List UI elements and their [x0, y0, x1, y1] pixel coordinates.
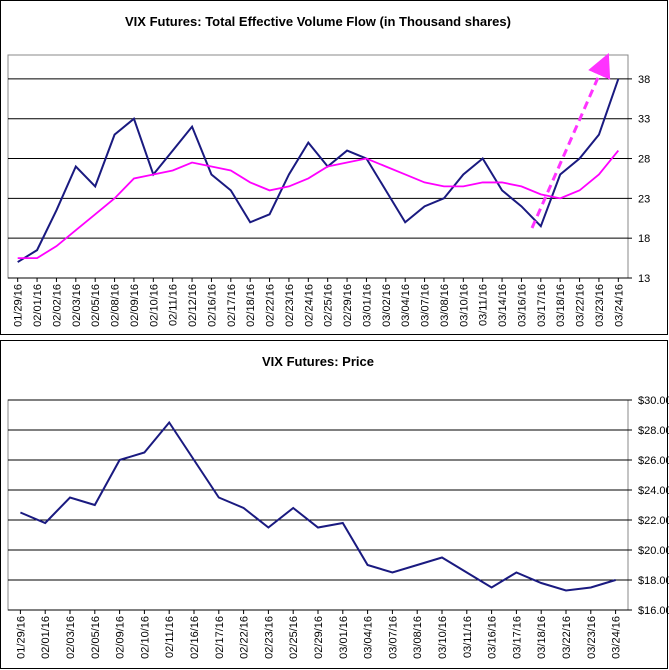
x-tick-label: 03/17/16 [511, 616, 523, 659]
x-tick-label: 03/22/16 [561, 616, 573, 659]
x-tick-label: 02/10/16 [148, 284, 160, 327]
x-tick-label: 01/29/16 [13, 284, 25, 327]
y-tick-label: 13 [638, 273, 650, 285]
x-tick-label: 03/16/16 [487, 616, 499, 659]
x-tick-label: 03/23/16 [586, 616, 598, 659]
x-tick-label: 02/17/16 [226, 284, 238, 327]
x-tick-label: 03/18/16 [555, 284, 567, 327]
data-line [17, 78, 620, 263]
y-tick-label: $28.00 [638, 425, 669, 437]
y-tick-label: 33 [638, 114, 650, 126]
y-tick-label: $16.00 [638, 605, 669, 617]
x-tick-label: 02/29/16 [313, 616, 325, 659]
x-tick-label: 03/16/16 [516, 284, 528, 327]
x-tick-label: 03/08/16 [412, 616, 424, 659]
x-tick-label: 03/14/16 [497, 284, 509, 327]
x-tick-label: 02/12/16 [187, 284, 199, 327]
panel-frame [0, 340, 668, 669]
x-tick-label: 01/29/16 [15, 616, 27, 659]
x-tick-label: 03/04/16 [400, 284, 412, 327]
x-tick-label: 02/16/16 [189, 616, 201, 659]
x-tick-label: 03/01/16 [338, 616, 350, 659]
x-tick-label: 02/18/16 [245, 284, 257, 327]
x-tick-label: 02/17/16 [214, 616, 226, 659]
x-tick-label: 02/23/16 [263, 616, 275, 659]
x-tick-label: 02/22/16 [265, 284, 277, 327]
x-tick-label: 03/10/16 [458, 284, 470, 327]
x-tick-label: 02/05/16 [90, 284, 102, 327]
x-tick-label: 02/23/16 [284, 284, 296, 327]
y-tick-label: $26.00 [638, 455, 669, 467]
x-tick-label: 02/03/16 [65, 616, 77, 659]
y-tick-label: 28 [638, 154, 650, 166]
x-tick-label: 03/07/16 [420, 284, 432, 327]
y-tick-label: $20.00 [638, 545, 669, 557]
data-line [17, 150, 620, 259]
x-tick-label: 03/24/16 [611, 616, 623, 659]
x-tick-label: 03/11/16 [478, 284, 490, 326]
y-tick-label: 38 [638, 74, 650, 86]
x-tick-label: 03/17/16 [536, 284, 548, 327]
x-tick-label: 02/16/16 [206, 284, 218, 327]
x-tick-label: 03/10/16 [437, 616, 449, 659]
x-tick-label: 02/09/16 [115, 616, 127, 659]
x-tick-label: 02/22/16 [239, 616, 251, 659]
x-tick-label: 02/03/16 [71, 284, 83, 327]
x-tick-label: 03/24/16 [613, 284, 625, 327]
y-tick-label: $18.00 [638, 575, 669, 587]
x-tick-label: 02/25/16 [288, 616, 300, 659]
x-tick-label: 02/01/16 [40, 616, 52, 659]
x-tick-label: 02/08/16 [110, 284, 122, 327]
x-tick-label: 02/29/16 [342, 284, 354, 327]
x-tick-label: 02/01/16 [32, 284, 44, 327]
x-tick-label: 02/09/16 [129, 284, 141, 327]
y-tick-label: $24.00 [638, 485, 669, 497]
y-tick-label: $30.00 [638, 395, 669, 407]
x-tick-label: 03/22/16 [575, 284, 587, 327]
panel-frame [0, 0, 668, 335]
x-tick-label: 03/07/16 [387, 616, 399, 659]
x-tick-label: 03/02/16 [381, 284, 393, 327]
x-tick-label: 03/01/16 [361, 284, 373, 327]
x-tick-label: 02/05/16 [90, 616, 102, 659]
trend-arrow [530, 53, 611, 229]
x-tick-label: 02/02/16 [51, 284, 63, 327]
data-line [20, 420, 616, 592]
chart-title: VIX Futures: Price [262, 354, 374, 369]
x-tick-label: 02/10/16 [139, 616, 151, 659]
y-tick-label: 18 [638, 233, 650, 245]
x-tick-label: 02/11/16 [164, 616, 176, 658]
x-tick-label: 03/04/16 [363, 616, 375, 659]
x-tick-label: 03/08/16 [439, 284, 451, 327]
x-tick-label: 02/11/16 [168, 284, 180, 326]
x-tick-label: 03/11/16 [462, 616, 474, 658]
chart-title: VIX Futures: Total Effective Volume Flow… [125, 14, 511, 29]
y-tick-label: 23 [638, 193, 650, 205]
x-tick-label: 03/23/16 [594, 284, 606, 327]
x-tick-label: 02/24/16 [303, 284, 315, 327]
x-tick-label: 03/18/16 [536, 616, 548, 659]
x-tick-label: 02/25/16 [323, 284, 335, 327]
y-tick-label: $22.00 [638, 515, 669, 527]
